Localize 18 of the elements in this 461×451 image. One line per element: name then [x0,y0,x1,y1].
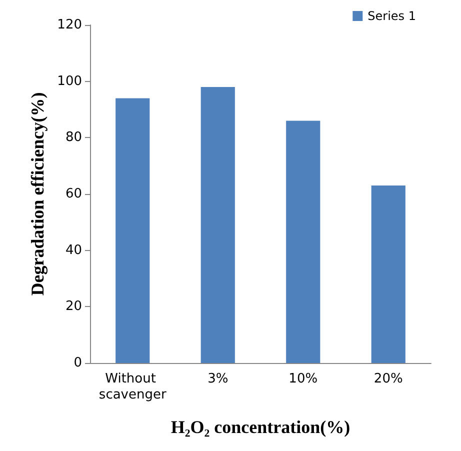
y-tick-label: 60 [65,186,82,202]
bar [371,186,406,363]
legend-label: Series 1 [368,9,416,23]
y-tick-label: 40 [65,242,82,258]
x-axis-title: H₂O₂ concentration(%) [170,417,350,437]
bar [200,86,235,363]
x-tick-label: Without scavenger [98,372,167,402]
x-tick-label: 20% [374,372,403,386]
y-axis-title: Degradation efficiency(%) [27,92,48,296]
bar [116,98,150,363]
y-tick-label: 100 [57,74,82,89]
y-tick-label: 0 [74,356,82,370]
bar [286,120,320,363]
x-tick-label: 3% [208,372,228,386]
y-tick-label: 20 [65,299,82,314]
y-tick-label: 120 [57,18,82,32]
y-tick-label: 80 [65,130,82,146]
x-tick-label: 10% [288,372,318,386]
